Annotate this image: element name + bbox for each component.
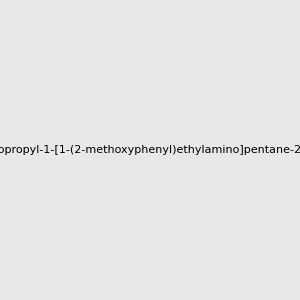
Text: 4-Cyclopropyl-1-[1-(2-methoxyphenyl)ethylamino]pentane-2,4-diol: 4-Cyclopropyl-1-[1-(2-methoxyphenyl)ethy… (0, 145, 300, 155)
